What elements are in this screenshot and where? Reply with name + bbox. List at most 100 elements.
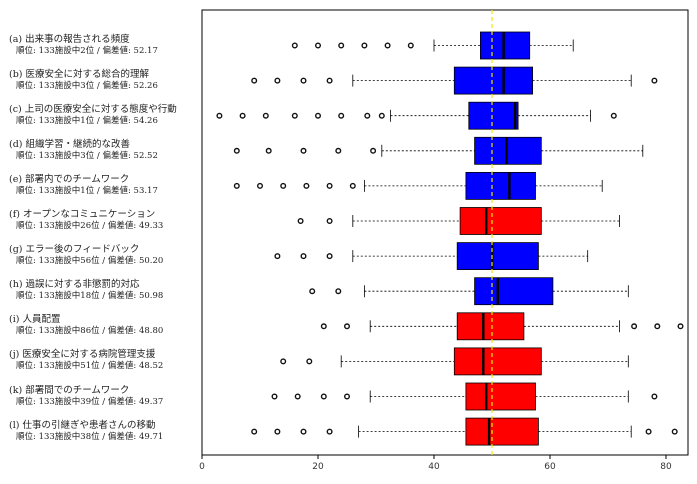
outlier-point [300, 77, 307, 84]
outlier-point [645, 428, 652, 435]
outlier-point [344, 393, 351, 400]
outlier-point [280, 358, 287, 365]
outlier-point [610, 112, 617, 119]
category-rank-score: 順位: 133施設中39位 / 偏差値: 49.37 [16, 396, 164, 407]
category-name: (j) 医療安全に対する病院管理支援 [9, 349, 156, 361]
category-label: (j) 医療安全に対する病院管理支援 順位: 133施設中51位 / 偏差値: 4… [9, 349, 204, 372]
category-name: (l) 仕事の引継ぎや患者さんの移動 [9, 419, 156, 431]
outlier-point [378, 112, 385, 119]
category-name: (a) 出来事の報告される頻度 [9, 33, 130, 45]
category-rank-score: 順位: 133施設中18位 / 偏差値: 50.98 [16, 291, 164, 302]
outlier-point [654, 323, 661, 330]
outlier-point [251, 77, 258, 84]
outlier-point [233, 147, 240, 154]
outlier-point [338, 112, 345, 119]
x-tick-label: 20 [312, 462, 324, 472]
outlier-point [349, 182, 356, 189]
outlier-point [271, 393, 278, 400]
category-name: (i) 人員配置 [9, 314, 61, 326]
category-rank-score: 順位: 133施設中2位 / 偏差値: 52.17 [16, 45, 158, 56]
outlier-point [361, 42, 368, 49]
x-tick-label: 60 [544, 462, 556, 472]
box [453, 347, 542, 376]
category-label: (b) 医療安全に対する総合的理解 順位: 133施設中3位 / 偏差値: 52.… [9, 69, 204, 92]
category-rank-score: 順位: 133施設中86位 / 偏差値: 48.80 [16, 326, 164, 337]
category-label: (a) 出来事の報告される頻度 順位: 133施設中2位 / 偏差値: 52.17 [9, 34, 204, 57]
outlier-point [300, 147, 307, 154]
outlier-point [370, 147, 377, 154]
outlier-point [239, 112, 246, 119]
outlier-point [309, 288, 316, 295]
category-rank-score: 順位: 133施設中1位 / 偏差値: 54.26 [16, 115, 158, 126]
outlier-point [335, 288, 342, 295]
category-name: (g) エラー後のフィードバック [9, 244, 140, 256]
outlier-point [651, 393, 658, 400]
outlier-point [297, 217, 304, 224]
category-rank-score: 順位: 133施設中38位 / 偏差値: 49.71 [16, 431, 164, 442]
category-label: (c) 上司の医療安全に対する態度や行動 順位: 133施設中1位 / 偏差値: … [9, 104, 204, 127]
outlier-point [320, 393, 327, 400]
category-label: (e) 部署内でのチームワーク 順位: 133施設中1位 / 偏差値: 53.17 [9, 174, 204, 197]
category-rank-score: 順位: 133施設中26位 / 偏差値: 49.33 [16, 221, 164, 231]
outlier-point [291, 112, 298, 119]
category-rank-score: 順位: 133施設中3位 / 偏差値: 52.52 [16, 150, 158, 161]
outlier-point [300, 253, 307, 260]
outlier-point [280, 182, 287, 189]
outlier-point [303, 182, 310, 189]
box [468, 101, 519, 130]
outlier-point [384, 42, 391, 49]
outlier-point [274, 77, 281, 84]
plot-frame [201, 9, 689, 456]
x-tick-label: 0 [199, 462, 205, 472]
outlier-point [407, 42, 414, 49]
outlier-point [315, 42, 322, 49]
outlier-point [671, 428, 678, 435]
category-rank-score: 順位: 133施設中56位 / 偏差値: 50.20 [16, 256, 164, 267]
category-label: (h) 過誤に対する非懲罰的対応 順位: 133施設中18位 / 偏差値: 50.… [9, 279, 204, 302]
category-label: (i) 人員配置 順位: 133施設中86位 / 偏差値: 48.80 [9, 314, 204, 337]
outlier-point [326, 253, 333, 260]
outlier-point [306, 358, 313, 365]
outlier-point [344, 323, 351, 330]
category-name: (h) 過誤に対する非懲罰的対応 [9, 279, 140, 291]
box [474, 277, 554, 306]
category-name: (c) 上司の医療安全に対する態度や行動 [9, 103, 177, 115]
outlier-point [338, 42, 345, 49]
category-rank-score: 順位: 133施設中3位 / 偏差値: 52.26 [16, 80, 158, 91]
outlier-point [651, 77, 658, 84]
box [456, 312, 525, 341]
category-name: (b) 医療安全に対する総合的理解 [9, 68, 150, 80]
category-name: (d) 組織学習・継続的な改善 [9, 138, 131, 150]
outlier-point [677, 323, 684, 330]
box [465, 417, 539, 446]
outlier-point [335, 147, 342, 154]
outlier-point [631, 323, 638, 330]
category-label: (k) 部署間でのチームワーク 順位: 133施設中39位 / 偏差値: 49.3… [9, 385, 204, 408]
box [465, 171, 536, 200]
category-rank-score: 順位: 133施設中1位 / 偏差値: 53.17 [16, 185, 158, 196]
category-label: (d) 組織学習・継続的な改善 順位: 133施設中3位 / 偏差値: 52.52 [9, 139, 204, 162]
box [453, 66, 533, 95]
x-tick-label: 40 [428, 462, 440, 472]
category-name: (k) 部署間でのチームワーク [9, 384, 130, 396]
outlier-point [364, 112, 371, 119]
box [459, 207, 542, 235]
box [479, 31, 531, 60]
outlier-point [300, 428, 307, 435]
outlier-point [294, 393, 301, 400]
category-label: (f) オープンなコミュニケーション 順位: 133施設中26位 / 偏差値: 4… [9, 209, 204, 232]
outlier-point [233, 182, 240, 189]
category-label: (g) エラー後のフィードバック 順位: 133施設中56位 / 偏差値: 50.… [9, 244, 204, 267]
box [456, 242, 539, 271]
outlier-point [257, 182, 264, 189]
outlier-point [326, 428, 333, 435]
outlier-point [326, 217, 333, 224]
category-label: (l) 仕事の引継ぎや患者さんの移動 順位: 133施設中38位 / 偏差値: 4… [9, 420, 204, 443]
category-rank-score: 順位: 133施設中51位 / 偏差値: 48.52 [16, 361, 164, 372]
outlier-point [326, 77, 333, 84]
category-name: (e) 部署内でのチームワーク [9, 173, 130, 185]
outlier-point [274, 253, 281, 260]
outlier-point [326, 182, 333, 189]
category-name: (f) オープンなコミュニケーション [9, 209, 156, 220]
